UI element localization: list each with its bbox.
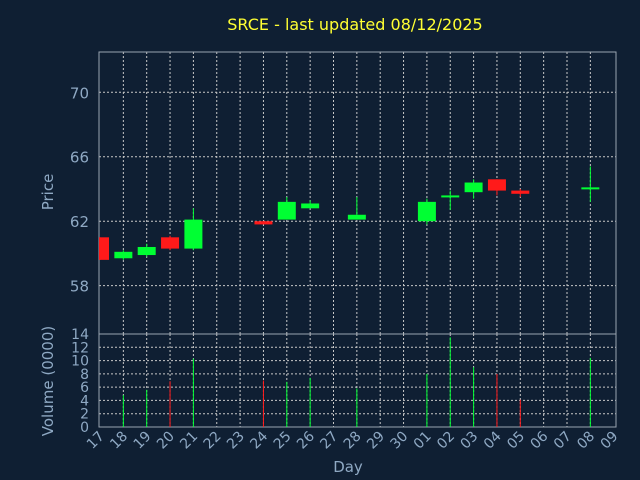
- candle-21: [184, 208, 203, 251]
- volume-tick-label: 14: [71, 327, 89, 343]
- candle-body: [184, 219, 203, 249]
- candle-body: [464, 182, 483, 193]
- day-tick-label: 02: [434, 429, 458, 453]
- day-tick-label: 24: [247, 428, 271, 452]
- volume-tick-label: 8: [80, 367, 89, 383]
- day-tick-label: 06: [528, 428, 552, 452]
- candle-02: [441, 190, 460, 210]
- candle-body: [441, 195, 460, 198]
- day-tick-label: 27: [317, 429, 341, 453]
- candle-19: [137, 243, 156, 257]
- day-tick-label: 29: [364, 429, 388, 453]
- day-tick-labels: 17 18 19 20 21 22 23 24 25 26 27 28 29 30 01 02 03 04 05 06…: [84, 428, 622, 452]
- candle-17: [99, 237, 109, 260]
- candle-05: [511, 188, 530, 198]
- candle-body: [114, 251, 133, 259]
- day-tick-label: 25: [271, 429, 295, 453]
- candle-body: [581, 187, 600, 190]
- price-panel-frame: [98, 51, 617, 335]
- candle-body: [487, 179, 506, 191]
- candle-body: [254, 221, 273, 225]
- candle-24: [254, 221, 273, 225]
- day-tick-label: 19: [131, 429, 155, 453]
- candle-body: [417, 201, 436, 222]
- candle-04: [487, 179, 506, 196]
- candle-28: [347, 197, 366, 220]
- candle-body: [137, 246, 156, 256]
- day-tick-label: 22: [201, 429, 225, 453]
- candle-03: [464, 179, 483, 199]
- day-axis-label: Day: [333, 458, 363, 476]
- day-tick-label: 04: [481, 428, 505, 452]
- volume-grid: [99, 334, 616, 427]
- day-tick-label: 21: [177, 429, 201, 453]
- price-tick-label: 66: [70, 149, 89, 167]
- volume-tick-label: 0: [80, 420, 89, 436]
- day-tick-label: 26: [294, 428, 318, 452]
- price-axis-label: Price: [39, 174, 57, 211]
- day-tick-label: 07: [551, 429, 575, 453]
- volume-tick-label: 12: [71, 340, 89, 356]
- day-tick-label: 05: [504, 429, 528, 453]
- volume-tick-label: 2: [80, 407, 89, 423]
- day-tick-label: 20: [154, 429, 178, 453]
- day-tick-label: 28: [341, 429, 365, 453]
- volume-panel-frame: [98, 333, 617, 428]
- day-tick-label: 30: [387, 429, 411, 453]
- day-tick-label: 18: [107, 429, 131, 453]
- candle-body: [347, 214, 366, 220]
- candle-body: [277, 201, 296, 220]
- candle-26: [301, 200, 320, 209]
- candle-25: [277, 197, 296, 220]
- volume-bars: [122, 337, 591, 427]
- candle-body: [511, 190, 530, 194]
- price-grid: [99, 52, 616, 334]
- day-tick-label: 03: [458, 429, 482, 453]
- price-tick-label: 58: [70, 278, 89, 296]
- day-tick-label: 23: [224, 429, 248, 453]
- volume-tick-label: 10: [71, 354, 89, 370]
- candle-body: [99, 237, 109, 260]
- volume-axis-label: Volume (0000): [39, 326, 57, 436]
- volume-tick-label: 4: [80, 393, 89, 409]
- volume-tick-label: 6: [80, 380, 89, 396]
- candle-body: [161, 237, 180, 249]
- day-tick-label: 09: [598, 429, 622, 453]
- candle-body: [301, 203, 320, 209]
- candles: [99, 166, 600, 260]
- chart-title: SRCE - last updated 08/12/2025: [227, 15, 482, 34]
- day-tick-label: 01: [411, 429, 435, 453]
- day-tick-label: 08: [574, 429, 598, 453]
- candle-18: [114, 250, 133, 260]
- candle-01: [417, 198, 436, 225]
- price-tick-labels: 58 62 66 70: [70, 84, 89, 295]
- candle-08: [581, 166, 600, 202]
- price-tick-label: 70: [70, 84, 89, 102]
- price-tick-label: 62: [70, 213, 89, 231]
- candle-20: [161, 235, 180, 251]
